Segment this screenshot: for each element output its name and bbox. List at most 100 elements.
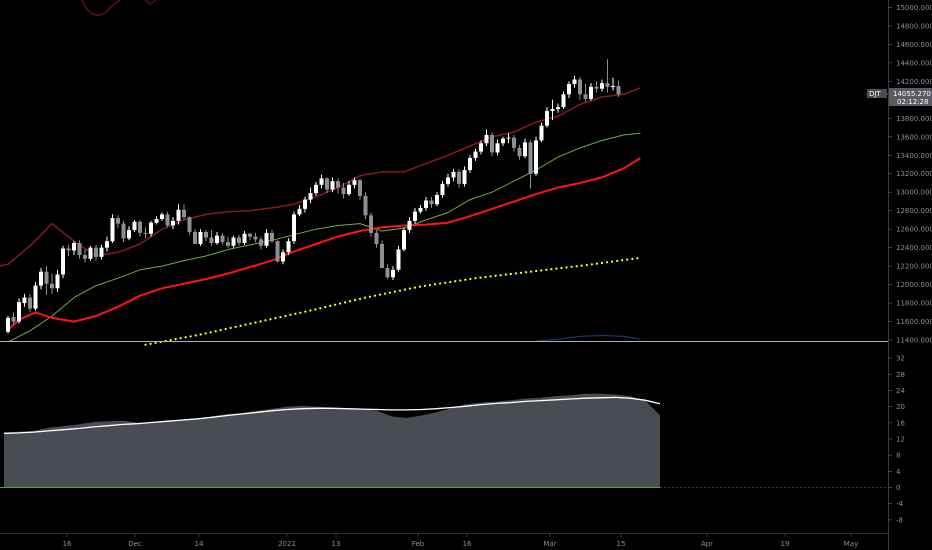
candle-body — [99, 247, 104, 257]
price-tick-label: 12200.000 — [896, 263, 932, 271]
candle — [424, 196, 428, 211]
offscreen-upper-band-tail — [144, 0, 157, 5]
candle-body — [138, 221, 142, 233]
candle-body — [160, 214, 164, 220]
candle-body — [176, 209, 181, 221]
price-tick-label: 14200.000 — [896, 78, 932, 86]
candle — [66, 244, 71, 256]
candle — [616, 80, 621, 98]
candle-body — [72, 243, 76, 251]
candle-body — [539, 125, 544, 141]
osc-tick-label: 0 — [896, 484, 900, 492]
candle-body — [435, 194, 439, 205]
candle — [435, 192, 439, 207]
candle-body — [512, 137, 516, 148]
candle-body — [281, 252, 285, 262]
candle — [308, 187, 313, 204]
candle — [314, 182, 318, 196]
time-tick-label: 13 — [332, 540, 341, 548]
candle-body — [429, 200, 434, 205]
candle-body — [517, 147, 522, 157]
candle-body — [314, 184, 318, 194]
candle — [204, 230, 208, 242]
candle — [28, 293, 32, 313]
candle-body — [589, 86, 593, 99]
candle-body — [105, 241, 109, 248]
candle-body — [264, 232, 269, 246]
oscillator-scale[interactable]: -8 -4 0 4 8 12 16 20 24 28 32 — [888, 355, 905, 525]
osc-tick-label: 32 — [896, 355, 905, 363]
time-tick-label: Feb — [412, 540, 425, 548]
candle — [215, 231, 219, 245]
candle — [253, 232, 258, 243]
price-tick-label: 13600.000 — [896, 133, 932, 141]
candle — [198, 229, 203, 246]
candle-body — [275, 241, 280, 262]
overlay-line — [7, 157, 642, 331]
candle-body — [457, 171, 461, 184]
candle-body — [506, 137, 511, 139]
candle — [110, 214, 115, 244]
candle-body — [374, 232, 379, 244]
price-tick-label: 14400.000 — [896, 59, 932, 67]
osc-tick-label: 8 — [896, 452, 900, 460]
candle — [121, 220, 126, 243]
price-tick-label: 11600.000 — [896, 318, 932, 326]
candle — [567, 81, 571, 98]
candle — [347, 181, 351, 196]
candle — [149, 220, 153, 237]
candle-body — [237, 237, 241, 244]
candle-body — [215, 235, 219, 244]
osc-tick-label: -8 — [896, 516, 903, 524]
time-axis[interactable]: 16 Dec 14 2021 13 Feb 16 Mar 15 Apr 19 May — [63, 533, 859, 548]
candle — [292, 211, 296, 244]
candle — [506, 133, 511, 144]
candle — [446, 173, 450, 187]
symbol-tag-box — [867, 89, 887, 98]
candle — [539, 122, 544, 143]
price-tick-label: 11800.000 — [896, 300, 932, 308]
candle — [352, 177, 357, 189]
candle — [561, 91, 566, 110]
candle — [611, 77, 615, 91]
candle-body — [248, 233, 252, 237]
candle — [116, 215, 120, 229]
candle — [209, 230, 214, 246]
candle — [77, 240, 82, 259]
candle — [440, 181, 445, 198]
candle-body — [413, 211, 417, 221]
osc-tick-label: -4 — [896, 500, 904, 508]
candle — [226, 236, 230, 248]
candle-body — [396, 249, 401, 270]
price-tick-label: 12000.000 — [896, 281, 932, 289]
oscillator-pane[interactable] — [0, 393, 888, 489]
candle — [160, 212, 164, 221]
candle-body — [446, 177, 450, 184]
candle-body — [94, 247, 98, 257]
price-tick-label: 13400.000 — [896, 152, 932, 160]
candle — [336, 178, 340, 194]
candle-body — [347, 184, 351, 195]
candle — [303, 196, 307, 213]
candle-body — [204, 231, 208, 238]
candle-body — [33, 285, 38, 309]
time-tick-label: 16 — [463, 540, 472, 548]
offscreen-upper-band — [81, 0, 121, 16]
candle-body — [391, 269, 395, 278]
candle — [6, 316, 10, 334]
overlay-line — [7, 132, 641, 343]
candle — [127, 226, 131, 241]
candlestick-series[interactable] — [6, 59, 621, 334]
candle — [495, 139, 500, 156]
candle-body — [253, 236, 258, 240]
candle-body — [83, 255, 87, 259]
candle — [391, 266, 395, 281]
candle-body — [242, 233, 247, 244]
candle-body — [143, 232, 148, 234]
candle — [534, 136, 538, 176]
osc-tick-label: 12 — [896, 436, 905, 444]
candle — [88, 245, 93, 261]
candle-body — [55, 274, 60, 289]
candle — [583, 84, 588, 102]
